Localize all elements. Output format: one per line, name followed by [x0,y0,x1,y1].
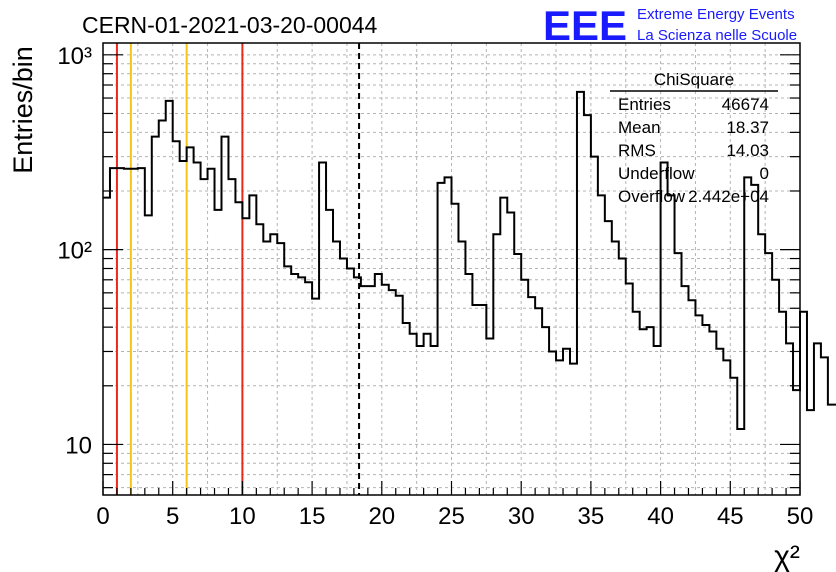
x-tick-labels: 0 5 10 15 20 25 30 35 40 45 50 [96,503,813,530]
axis-ticks [102,54,801,495]
x-tick-label: 30 [508,503,535,530]
grid-lines [103,43,800,495]
stats-row-label: Entries [618,95,671,114]
stats-row-value: 0 [760,164,769,183]
x-tick-label: 10 [229,503,256,530]
stats-box: ChiSquare Entries 46674 Mean 18.37 RMS 14.03 U… [610,70,778,206]
reference-lines [115,43,361,495]
stats-box-title: ChiSquare [654,70,734,89]
stats-row-label: RMS [618,141,656,160]
stats-row-label: Underflow [618,164,695,183]
stats-row-value: 2.442e+04 [688,187,769,206]
stats-row-value: 18.37 [726,118,769,137]
x-tick-label: 40 [647,503,674,530]
x-tick-label: 15 [299,503,326,530]
x-tick-label: 50 [787,503,814,530]
stats-row-label: Mean [618,118,661,137]
logo-line-2: La Scienza nelle Scuole [637,27,797,44]
run-title: CERN-01-2021-03-20-00044 [82,12,378,38]
stats-row-value: 14.03 [726,141,769,160]
histogram-series [103,90,836,430]
x-tick-label: 20 [368,503,395,530]
y-axis-title: Entries/bin [8,46,38,174]
x-tick-label: 35 [578,503,605,530]
x-tick-label: 0 [96,503,109,530]
y-tick-labels: 10 10² 10³ [57,43,92,460]
logo-line-1: Extreme Energy Events [637,6,795,23]
y-tick-label: 10² [57,238,92,265]
eee-logo-mark: EEE [543,2,627,49]
y-tick-label: 10³ [57,43,92,70]
y-tick-label: 10 [65,432,92,459]
stats-row-value: 46674 [722,95,769,114]
stats-row-label: Overflow [618,187,686,206]
x-axis-title: χ² [774,540,800,572]
x-tick-label: 5 [166,503,179,530]
x-tick-label: 45 [717,503,744,530]
x-tick-label: 25 [438,503,465,530]
